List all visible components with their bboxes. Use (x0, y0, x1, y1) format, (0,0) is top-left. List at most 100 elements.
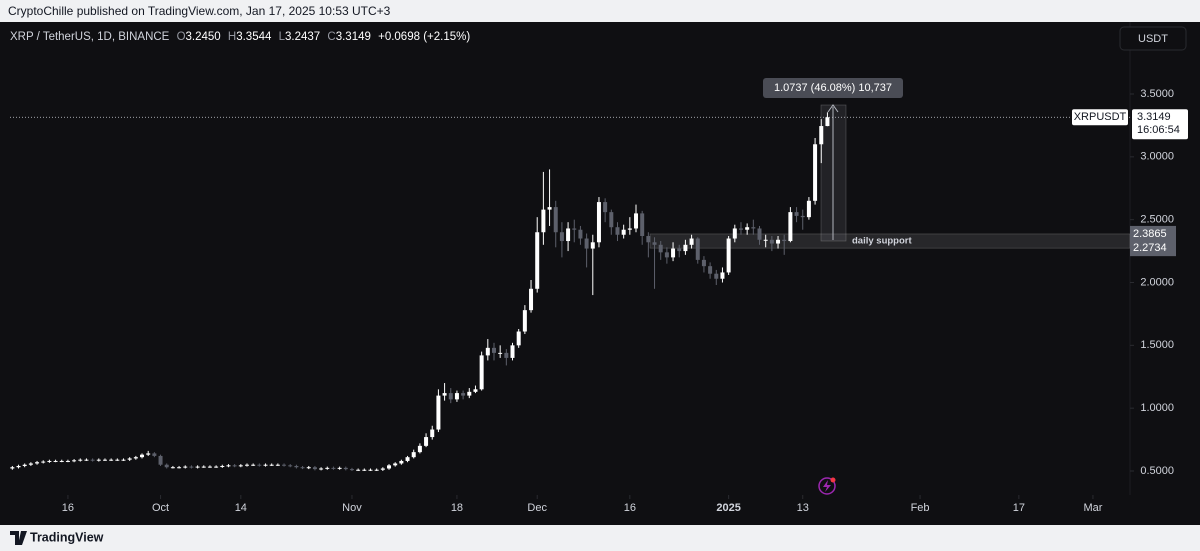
candle-body (127, 458, 132, 460)
candle-body (312, 467, 317, 470)
candle-body (615, 227, 620, 235)
candle-body (763, 239, 768, 241)
c-label: C (327, 31, 335, 43)
x-tick-label: Nov (342, 502, 362, 514)
header-bar (0, 0, 1200, 22)
symbol-title: XRP / TetherUS, 1D, BINANCE (10, 31, 170, 43)
candle-body (28, 463, 33, 465)
candle-body (819, 126, 824, 145)
candle-body (701, 259, 706, 267)
x-tick-label: Mar (1083, 502, 1102, 514)
candle-body (683, 244, 688, 252)
candle-body (769, 239, 774, 244)
candle-body (65, 460, 70, 462)
candle-body (22, 464, 27, 466)
x-tick-label: Dec (527, 502, 547, 514)
candle-body (652, 242, 657, 245)
candle-body (257, 464, 262, 466)
candle-body (621, 229, 626, 235)
candle-body (195, 466, 200, 468)
candle-body (813, 144, 818, 201)
candle-body (448, 393, 453, 400)
support-top-label: 2.3865 (1133, 228, 1167, 240)
o-label: O (177, 31, 186, 43)
candle-body (300, 467, 305, 469)
brand-logo (10, 531, 27, 545)
price-label: 3.3149 (1137, 111, 1171, 123)
candle-body (53, 460, 58, 462)
candle-body (226, 465, 231, 467)
candle-body (90, 459, 95, 461)
candle-body (337, 467, 342, 469)
candle-body (559, 232, 564, 242)
candle-body (541, 209, 546, 233)
candle-body (516, 331, 521, 346)
candle-body (133, 457, 138, 459)
candle-body (319, 468, 324, 470)
event-icon[interactable] (818, 477, 836, 495)
candle-body (16, 465, 21, 468)
candle-body (214, 466, 219, 468)
candle-body (473, 389, 478, 392)
event-bolt (823, 480, 831, 492)
candle-body (776, 239, 781, 244)
currency-button[interactable] (1119, 26, 1187, 51)
legend: XRP / TetherUS, 1D, BINANCE O3.2450 H3.3… (10, 31, 470, 43)
candle-body (325, 467, 330, 469)
candle-body (566, 228, 571, 242)
y-tick-label: 3.5000 (1140, 88, 1174, 100)
open-value: 3.2450 (186, 31, 221, 43)
candle-body (646, 236, 651, 243)
candle-body (164, 464, 169, 468)
measure-box (763, 78, 903, 98)
candle-body (584, 238, 589, 249)
y-tick-label: 0.5000 (1140, 465, 1174, 477)
support-label: daily support (852, 236, 912, 247)
candle-body (794, 212, 799, 216)
candle-body (424, 437, 429, 446)
candle-body (121, 459, 126, 461)
candle-body (430, 429, 435, 438)
x-tick-label: 16 (62, 502, 74, 514)
candle-body (170, 467, 175, 469)
candle-body (411, 452, 416, 458)
candle-body (491, 347, 496, 353)
x-tick-label: 14 (235, 502, 247, 514)
candle-body (788, 212, 793, 242)
candle-body (331, 467, 336, 469)
l-label: L (279, 31, 286, 43)
x-tick-label: 2025 (716, 502, 740, 514)
candle-body (825, 117, 830, 127)
currency-label: USDT (1138, 33, 1168, 45)
low-value: 3.2437 (285, 31, 320, 43)
candle-body (461, 393, 466, 396)
candle-body (356, 469, 361, 471)
candle-body (467, 391, 472, 396)
candle-body (102, 459, 107, 461)
candle-body (522, 310, 527, 332)
candle-body (380, 468, 385, 470)
candle-body (504, 352, 509, 358)
candle-body (158, 455, 163, 465)
x-tick-label: 18 (451, 502, 463, 514)
candle-body (47, 460, 52, 462)
measure-arrow-head (827, 104, 839, 113)
x-tick-label: Oct (152, 502, 169, 514)
candle-body (288, 465, 293, 467)
candle-body (232, 465, 237, 467)
candle-body (745, 227, 750, 230)
candle-body (720, 272, 725, 279)
candle-body (590, 242, 595, 249)
candle-body (757, 228, 762, 240)
candle-body (417, 445, 422, 453)
candle-body (207, 466, 212, 468)
y-tick-label: 2.0000 (1140, 276, 1174, 288)
candle-body (689, 238, 694, 245)
candle-body (387, 465, 392, 469)
plot: 0.5000 1.0000 1.5000 2.0000 2.5000 3.0000 3.50… (10, 78, 1188, 514)
candle-body (306, 467, 311, 469)
candle-body (244, 464, 249, 466)
candle-body (251, 464, 256, 466)
candle-body (140, 454, 145, 458)
candle-body (96, 459, 101, 461)
